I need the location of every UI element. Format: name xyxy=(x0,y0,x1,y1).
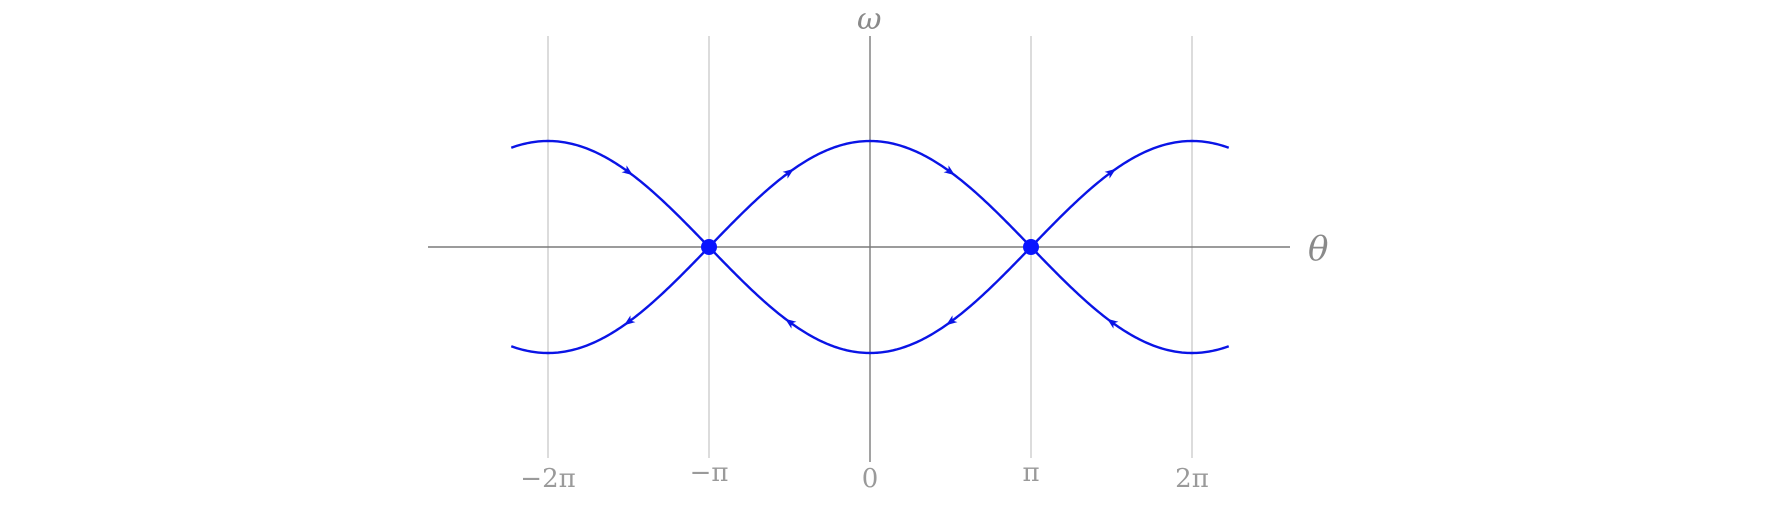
theta-axis-label: θ xyxy=(1308,229,1328,269)
flow-arrow xyxy=(621,165,633,176)
flow-direction-arrows xyxy=(621,165,1119,329)
flow-arrow xyxy=(782,168,794,179)
tick-label: π xyxy=(1022,458,1039,488)
tick-label: −2π xyxy=(520,464,575,494)
flow-arrow xyxy=(946,315,958,326)
flow-arrow xyxy=(943,165,955,176)
fixed-points xyxy=(701,239,1039,255)
flow-arrow xyxy=(1107,318,1119,329)
flow-arrow xyxy=(785,318,797,329)
saddle-fixed-point xyxy=(1023,239,1039,255)
tick-label: 2π xyxy=(1175,464,1209,494)
saddle-fixed-point xyxy=(701,239,717,255)
flow-arrow xyxy=(1104,168,1116,179)
tick-label: 0 xyxy=(862,464,879,494)
omega-axis-label: ω xyxy=(857,2,881,37)
flow-arrow xyxy=(624,315,636,326)
theta-tick-labels: −2π −π 0 π 2π xyxy=(520,458,1209,494)
tick-label: −π xyxy=(690,458,729,488)
